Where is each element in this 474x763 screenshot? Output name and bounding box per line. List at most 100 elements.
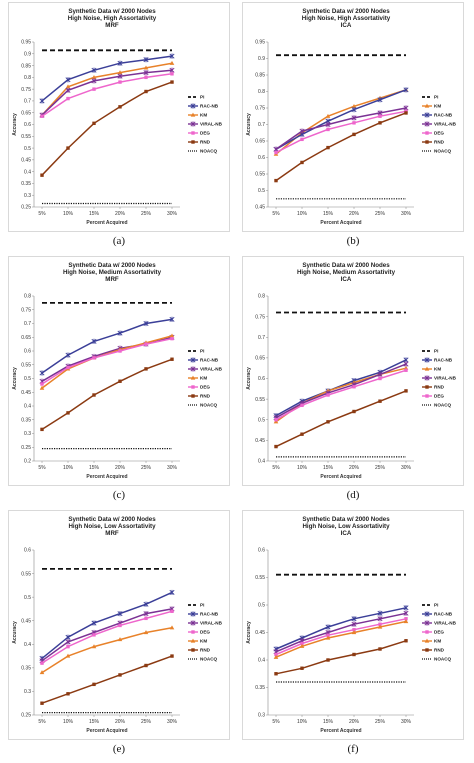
series-km-point: [91, 74, 97, 79]
chart-panel-e: Synthetic Data w/ 2000 Nodes High Noise, …: [8, 510, 234, 760]
chart-title-line: Synthetic Data w/ 2000 Nodes: [302, 8, 390, 15]
chart-title-line: MRF: [105, 276, 119, 283]
series-viral-nb-line: [275, 363, 407, 419]
legend-entry-deg-marker: [425, 630, 429, 634]
legend-entry-rnd-label: RND: [200, 394, 211, 399]
legend-entry-viral-nb-label: VIRAL-NB: [434, 376, 457, 381]
series-deg-point: [326, 127, 330, 132]
y-tick-label: 0.65: [21, 110, 31, 116]
series-km-point: [39, 670, 45, 675]
series-deg-point: [274, 652, 278, 657]
x-tick-label: 30%: [167, 465, 178, 471]
y-tick-label: 0.3: [24, 193, 31, 199]
series-deg-point: [40, 382, 44, 386]
chart-title-line: MRF: [105, 530, 119, 537]
x-tick-label: 15%: [323, 719, 334, 725]
series-rac-nb-point: [403, 605, 409, 611]
legend-entry-deg-label: DEG: [200, 131, 210, 136]
x-tick-label: 5%: [272, 719, 280, 725]
y-tick-label: 0.6: [258, 155, 265, 161]
x-axis-label: Percent Acquired: [86, 220, 127, 226]
legend-entry-km-label: KM: [434, 104, 441, 109]
series-viral-nb-point: [377, 371, 383, 377]
legend-entry-km-marker: [424, 638, 430, 643]
y-tick-label: 0.35: [21, 181, 31, 187]
series-rnd-point: [66, 692, 70, 696]
series-rnd-point: [66, 411, 70, 415]
series-rnd-point: [378, 399, 382, 403]
series-rnd-point: [326, 658, 330, 662]
series-deg-point: [170, 609, 174, 613]
legend-entry-noacq-label: NOACQ: [434, 149, 452, 154]
legend-entry-noacq-label: NOACQ: [200, 149, 218, 154]
series-rnd-point: [300, 432, 304, 436]
y-tick-label: 0.45: [21, 390, 31, 396]
x-axis-label: Percent Acquired: [86, 728, 127, 734]
series-rnd-point: [274, 672, 278, 676]
y-tick-label: 0.35: [21, 417, 31, 423]
chart-panel-f: Synthetic Data w/ 2000 Nodes High Noise, …: [242, 510, 468, 760]
x-tick-label: 5%: [272, 211, 280, 217]
legend-entry-rac-nb-label: RAC-NB: [200, 612, 219, 617]
series-rnd-line: [275, 640, 407, 675]
legend-entry-pi-label: PI: [434, 603, 438, 608]
series-km-point: [299, 643, 305, 648]
x-tick-label: 30%: [401, 465, 412, 471]
chart-title-line: High Noise, High Assortativity: [68, 15, 157, 22]
y-tick-label: 0.85: [255, 73, 265, 79]
y-tick-label: 0.7: [258, 122, 265, 128]
x-tick-label: 10%: [63, 211, 74, 217]
series-rnd-point: [144, 367, 148, 371]
legend-entry-rac-nb-marker: [424, 611, 430, 617]
legend-entry-deg-label: DEG: [200, 385, 210, 390]
series-rac-nb-point: [377, 97, 383, 103]
series-rnd-point: [352, 132, 356, 137]
legend-entry-viral-nb-marker: [424, 620, 430, 626]
y-tick-label: 0.7: [24, 321, 31, 327]
series-deg-point: [326, 633, 330, 637]
chart-panel-c: Synthetic Data w/ 2000 Nodes High Noise, …: [8, 256, 234, 506]
figure-caption-f: (f): [347, 743, 359, 755]
legend-entry-rnd-marker: [425, 648, 429, 652]
series-km-point: [143, 65, 149, 70]
y-tick-label: 0.3: [258, 713, 265, 719]
x-tick-label: 20%: [115, 465, 126, 471]
legend-entry-viral-nb-marker: [190, 121, 196, 127]
legend-entry-viral-nb-marker: [424, 121, 430, 127]
y-tick-label: 0.75: [255, 106, 265, 112]
series-rnd-point: [352, 652, 356, 657]
x-tick-label: 5%: [38, 211, 46, 217]
series-viral-nb-point: [91, 78, 97, 84]
series-km-point: [403, 619, 409, 624]
figure-caption-d: (d): [346, 489, 360, 501]
legend-entry-viral-nb-label: VIRAL-NB: [200, 367, 223, 372]
series-rnd-point: [92, 393, 96, 397]
series-deg-line: [41, 337, 173, 385]
series-km-point: [377, 624, 383, 629]
y-tick-label: 0.25: [21, 713, 31, 719]
y-tick-label: 0.35: [255, 685, 265, 691]
chart-title-line: High Noise, Medium Assortativity: [63, 269, 162, 276]
series-deg-line: [41, 73, 173, 117]
series-rnd-point: [300, 160, 304, 165]
series-km-point: [91, 644, 97, 649]
legend-entry-pi-label: PI: [200, 95, 204, 100]
legend-entry-viral-nb-marker: [190, 366, 196, 372]
legend-entry-viral-nb-label: VIRAL-NB: [434, 621, 457, 626]
series-rnd-line: [41, 358, 173, 431]
y-tick-label: 0.4: [258, 459, 265, 465]
series-rnd-point: [378, 647, 382, 651]
series-rnd-point: [92, 682, 96, 687]
series-km-line: [275, 620, 407, 658]
series-viral-nb-line: [41, 608, 173, 662]
figure-caption-e: (e): [112, 743, 126, 755]
series-rac-nb-point: [117, 330, 123, 336]
x-tick-label: 30%: [167, 211, 178, 217]
y-tick-label: 0.45: [255, 205, 265, 211]
series-km-point: [39, 385, 45, 390]
x-tick-label: 15%: [323, 465, 334, 471]
series-rac-nb-point: [143, 57, 149, 63]
series-deg-point: [326, 393, 330, 397]
